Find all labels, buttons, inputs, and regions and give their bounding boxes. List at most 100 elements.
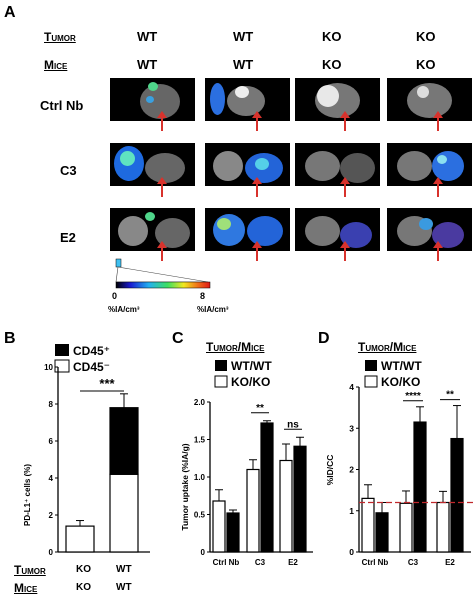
tumor-arrow [252, 241, 262, 261]
chart-c-ylabel: Tumor uptake (%IA/g) [180, 443, 190, 530]
col3-tumor: KO [322, 29, 342, 44]
chart-b-y-tick-label: 8 [49, 400, 54, 409]
scale-min-unit: %IA/cm³ [108, 305, 140, 314]
x-tick-label: E2 [445, 558, 455, 567]
pet-scan-e2-wt-1 [110, 208, 195, 251]
color-scale [115, 258, 211, 289]
x-tick-label: C3 [255, 558, 266, 567]
chart-d-ylabel: %ID/CC [325, 455, 335, 486]
tumor-arrow [433, 241, 443, 261]
x-tick-label: Ctrl Nb [213, 558, 240, 567]
legend-swatch-wt [365, 360, 377, 371]
chart-d-legend: WT/WT KO/KO [364, 359, 422, 389]
chart-c-y-tick-label: 2.0 [194, 398, 206, 407]
x-tick-label: C3 [408, 558, 419, 567]
pet-scan-c3-wt-1 [110, 143, 195, 186]
chart-c-y-tick-label: 1.5 [194, 436, 206, 445]
tumor-arrow [252, 111, 262, 131]
bar-cd45-neg [109, 473, 139, 553]
bar-cd45-pos [109, 407, 139, 475]
legend-label-ko: KO/KO [381, 375, 420, 389]
tumor-arrow [252, 177, 262, 197]
significance-label: **** [405, 391, 421, 402]
tumor-arrow [340, 177, 350, 197]
pet-scan-c3-wt-2 [205, 143, 290, 186]
tumor-arrow [433, 177, 443, 197]
legend-label-cd45-neg: CD45⁻ [73, 360, 110, 374]
panel-b-cond-tumor-1: KO [76, 564, 91, 575]
col4-tumor: KO [416, 29, 436, 44]
chart-c-y-tick-label: 1.0 [194, 473, 206, 482]
row-label-e2: E2 [60, 230, 76, 245]
scale-max-unit: %IA/cm³ [197, 305, 229, 314]
panel-b-mice-label: Mice [14, 581, 38, 595]
chart-b-y-tick-label: 6 [49, 437, 54, 446]
chart-d-y-tick-label: 4 [349, 382, 354, 392]
scale-min-value: 0 [112, 291, 118, 301]
chart-d-y-tick-label: 1 [349, 506, 354, 516]
tumor-arrow [340, 111, 350, 131]
chart-b-ylabel: PD-L1⁺ cells (%) [23, 464, 32, 526]
panel-d-label: D [318, 330, 330, 347]
bar-wt [226, 512, 240, 553]
mice-header: Mice [44, 58, 68, 72]
bar-wt [413, 421, 427, 553]
scale-max-value: 8 [200, 291, 206, 301]
legend-label-wt: WT/WT [381, 359, 422, 373]
panel-a-label: A [4, 4, 16, 21]
significance-label: ns [287, 419, 299, 430]
legend-swatch-cd45-neg [54, 359, 70, 373]
bar-ko [279, 459, 293, 553]
legend-label-wt: WT/WT [231, 359, 272, 373]
bar-ko [399, 502, 413, 553]
bar-wt [293, 445, 307, 553]
tumor-arrow [157, 241, 167, 261]
panel-b-cond-tumor-2: WT [116, 564, 132, 575]
legend-swatch-wt [215, 360, 227, 371]
col2-mice: WT [233, 57, 254, 72]
chart-d-y-tick-label: 2 [349, 465, 354, 475]
legend-label-ko: KO/KO [231, 375, 270, 389]
chart-b-y-tick-label: 2 [49, 511, 54, 520]
legend-swatch-ko [364, 375, 378, 388]
pet-scan-e2-ko-1 [295, 208, 380, 251]
legend-label-cd45-pos: CD45⁺ [73, 344, 110, 358]
pet-scan-e2-ko-2 [387, 208, 472, 251]
bar-cd45-neg [65, 525, 95, 553]
chart-d-y-tick-label: 3 [349, 423, 354, 433]
pet-scan-ctrl-ko-2 [387, 78, 472, 121]
pet-scan-e2-wt-2 [205, 208, 290, 251]
pet-scan-c3-ko-1 [295, 143, 380, 186]
chart-b-legend: CD45⁺ CD45⁻ [54, 344, 110, 374]
chart-c-y-tick-label: 0.5 [194, 511, 206, 520]
tumor-arrow [340, 241, 350, 261]
panel-c-heading: Tumor/Mice [206, 340, 265, 354]
panel-b-cond-mice-2: WT [116, 582, 132, 593]
legend-swatch-ko [214, 375, 228, 388]
bar-wt [260, 422, 274, 553]
significance-label: ** [446, 390, 454, 401]
row-label-ctrl-nb: Ctrl Nb [40, 98, 84, 113]
x-tick-label: E2 [288, 558, 298, 567]
panel-c-label: C [172, 330, 184, 347]
chart-d-y-tick-label: 0 [349, 547, 354, 557]
chart-c: WT/WT KO/KO Tumor uptake (%IA/g) 0 0.5 1.0… [180, 359, 313, 567]
tumor-arrow [157, 177, 167, 197]
chart-b-significance: *** [99, 376, 115, 391]
chart-c-y-tick-label: 0 [201, 548, 206, 557]
significance-label: ** [256, 403, 264, 414]
col1-mice: WT [137, 57, 158, 72]
pet-scan-ctrl-wt-2 [205, 78, 290, 121]
bar-ko [212, 500, 226, 553]
chart-b-y-tick-label: 10 [44, 363, 53, 372]
bar-ko [246, 468, 260, 553]
bar-ko [436, 501, 450, 553]
col2-tumor: WT [233, 29, 254, 44]
col4-mice: KO [416, 57, 436, 72]
legend-swatch-cd45-pos [55, 344, 69, 356]
tumor-arrow [433, 111, 443, 131]
panel-d-heading: Tumor/Mice [358, 340, 417, 354]
tumor-arrow [157, 111, 167, 131]
tumor-header: Tumor [44, 30, 76, 44]
panel-b-cond-mice-1: KO [76, 582, 91, 593]
